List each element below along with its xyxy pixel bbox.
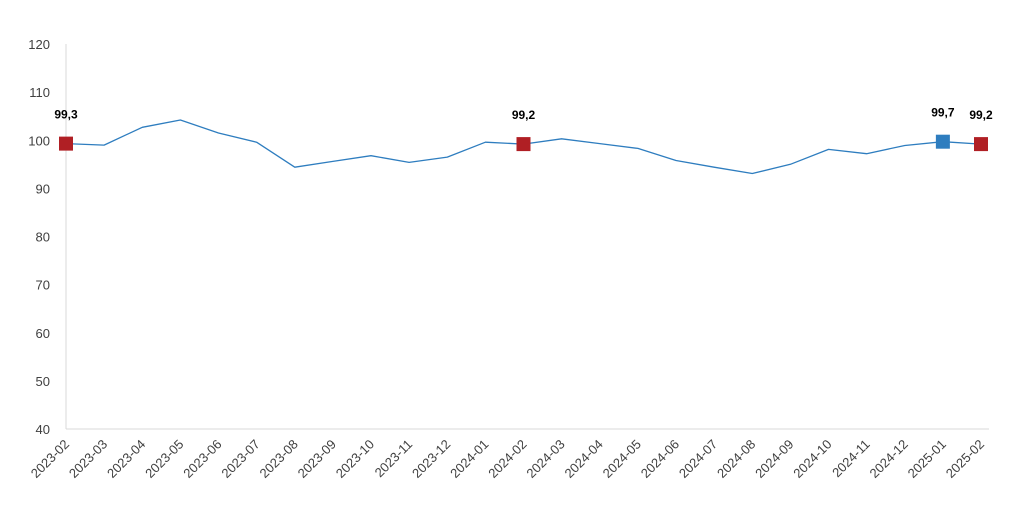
x-tick-label: 2023-05: [142, 437, 186, 481]
y-axis-ticks: 40 50 60 70 80 90 100 110 120: [28, 37, 50, 437]
x-tick-label: 2024-09: [752, 437, 796, 481]
x-tick-label: 2024-04: [562, 437, 606, 481]
x-tick-label: 2023-11: [372, 437, 416, 481]
x-tick-label: 2024-02: [485, 437, 529, 481]
x-tick-label: 2024-08: [714, 437, 758, 481]
data-label: 99,7: [931, 106, 955, 120]
x-tick-label: 2024-07: [676, 437, 720, 481]
x-tick-label: 2023-02: [28, 437, 72, 481]
highlight-marker: [974, 137, 988, 152]
x-tick-label: 2024-06: [638, 437, 682, 481]
highlight-marker: [516, 137, 531, 152]
x-tick-label: 2023-12: [409, 437, 453, 481]
axes: [65, 44, 989, 430]
x-tick-label: 2024-01: [447, 437, 491, 481]
y-tick-label: 50: [36, 374, 50, 389]
x-tick-label: 2024-11: [829, 437, 873, 481]
y-tick-label: 120: [28, 37, 50, 52]
x-tick-label: 2023-06: [180, 437, 224, 481]
y-tick-label: 60: [36, 326, 50, 341]
x-tick-label: 2023-09: [295, 437, 339, 481]
x-tick-label: 2023-08: [257, 437, 301, 481]
y-tick-label: 80: [36, 230, 50, 245]
data-label: 99,2: [512, 108, 536, 122]
highlight-marker: [59, 136, 73, 151]
data-labels: 99,3 99,2 99,7 99,2: [54, 106, 993, 122]
x-tick-label: 2025-01: [905, 437, 949, 481]
x-tick-label: 2023-10: [333, 437, 377, 481]
y-tick-label: 70: [36, 278, 50, 293]
x-tick-label: 2025-02: [943, 437, 987, 481]
y-tick-label: 90: [36, 181, 50, 196]
x-tick-label: 2024-12: [867, 437, 911, 481]
highlight-marker: [935, 134, 950, 149]
data-label: 99,2: [969, 108, 993, 122]
x-tick-label: 2023-03: [66, 437, 110, 481]
data-label: 99,3: [54, 108, 78, 122]
highlight-markers: [59, 134, 988, 152]
x-tick-label: 2023-07: [218, 437, 262, 481]
x-tick-label: 2024-10: [790, 437, 834, 481]
x-axis-ticks: 2023-022023-032023-042023-052023-062023-…: [28, 437, 987, 481]
x-tick-label: 2024-03: [523, 437, 567, 481]
x-tick-label: 2023-04: [104, 437, 148, 481]
x-tick-label: 2024-05: [600, 437, 644, 481]
y-tick-label: 100: [28, 133, 50, 148]
y-tick-label: 40: [36, 422, 50, 437]
y-tick-label: 110: [29, 85, 50, 100]
